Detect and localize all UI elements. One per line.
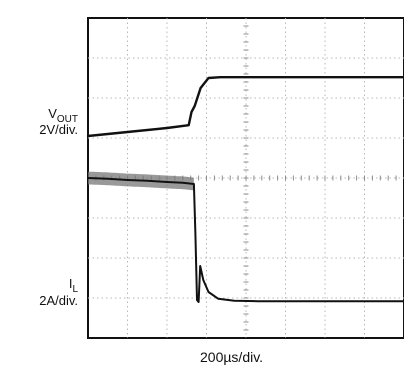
vout-scale-label: 2V/div. [39, 122, 78, 137]
vout-channel-label: VOUT [18, 106, 78, 125]
il-trace [87, 177, 404, 303]
il-channel-label: IL [18, 276, 78, 295]
il-scale-label: 2A/div. [39, 293, 78, 308]
il-label-sub: L [72, 284, 78, 295]
vout-label-main: V [48, 106, 57, 121]
vout-label-sub: OUT [56, 114, 78, 125]
il-label-main: I [68, 276, 73, 291]
grid-lines [88, 18, 404, 338]
traces [86, 75, 404, 303]
time-scale-label: 200µs/div. [200, 349, 264, 365]
vout-trace [86, 75, 404, 138]
